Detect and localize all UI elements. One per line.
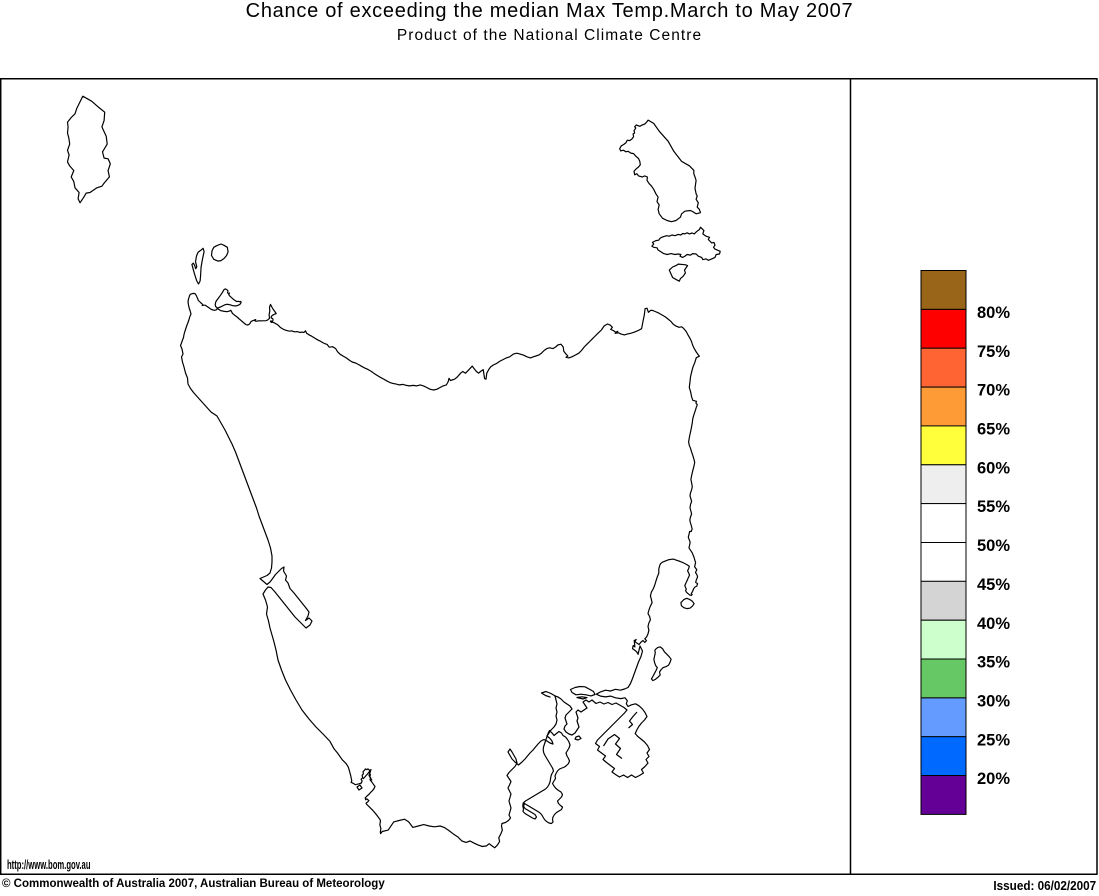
svg-text:30%: 30% (977, 693, 1010, 711)
svg-text:70%: 70% (977, 382, 1010, 400)
svg-text:45%: 45% (977, 576, 1010, 594)
svg-text:20%: 20% (977, 770, 1010, 788)
svg-text:35%: 35% (977, 654, 1010, 672)
svg-text:40%: 40% (977, 615, 1010, 633)
svg-text:65%: 65% (977, 421, 1010, 439)
svg-text:75%: 75% (977, 343, 1010, 361)
svg-text:60%: 60% (977, 459, 1010, 477)
svg-text:55%: 55% (977, 498, 1010, 516)
svg-text:80%: 80% (977, 304, 1010, 322)
svg-text:25%: 25% (977, 731, 1010, 749)
svg-text:50%: 50% (977, 537, 1010, 555)
